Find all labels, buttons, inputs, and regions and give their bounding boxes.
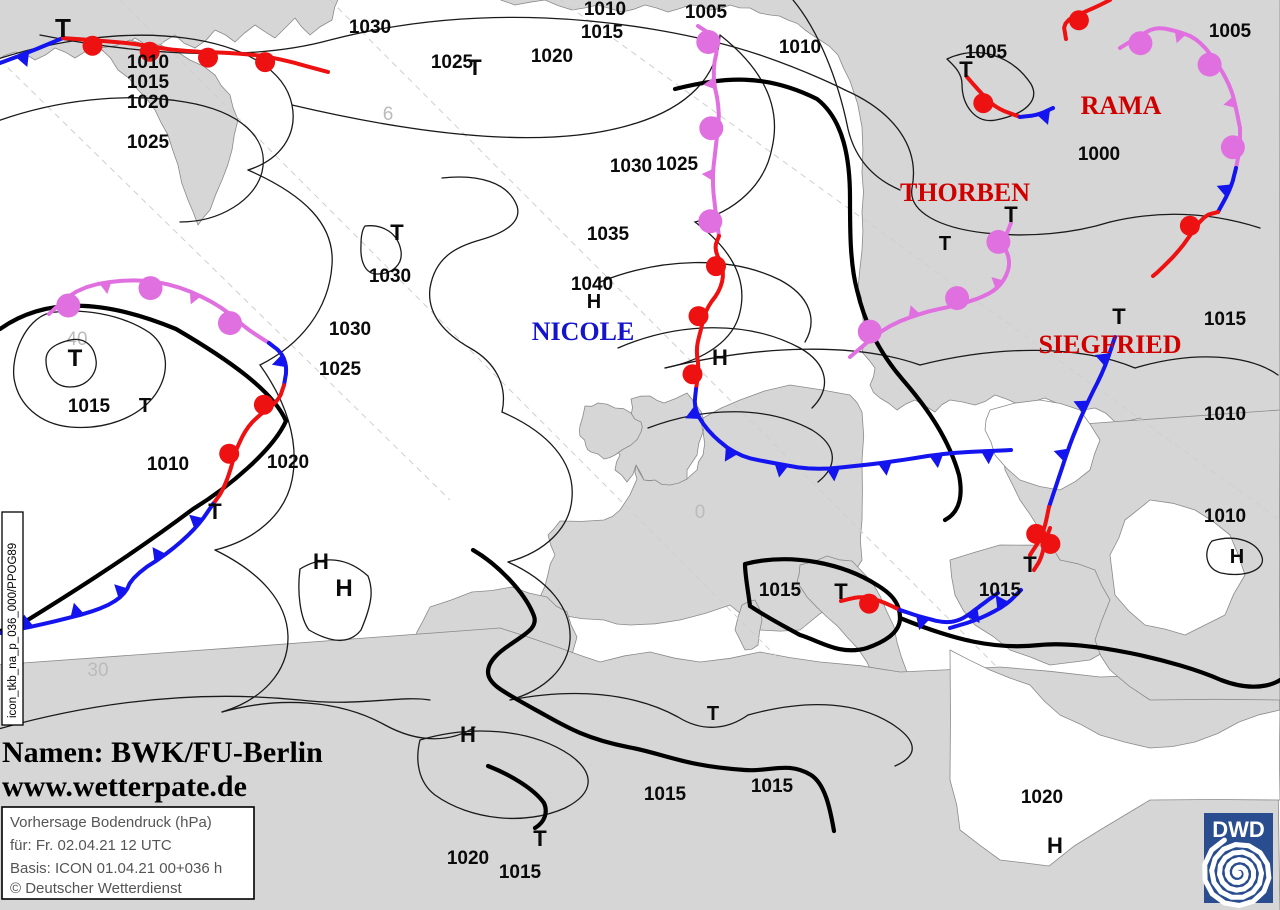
svg-text:1020: 1020 xyxy=(267,452,309,473)
svg-text:1030: 1030 xyxy=(329,319,371,340)
svg-text:SIEGFRIED: SIEGFRIED xyxy=(1038,330,1181,359)
svg-text:H: H xyxy=(335,575,352,602)
svg-text:1015: 1015 xyxy=(499,862,542,883)
svg-text:1025: 1025 xyxy=(319,359,362,380)
svg-text:1030: 1030 xyxy=(349,17,391,38)
svg-text:T: T xyxy=(468,55,482,80)
svg-text:1020: 1020 xyxy=(127,92,169,113)
svg-text:1015: 1015 xyxy=(127,72,170,93)
svg-text:RAMA: RAMA xyxy=(1081,91,1162,120)
svg-text:1010: 1010 xyxy=(147,454,189,475)
svg-text:Namen: BWK/FU-Berlin: Namen: BWK/FU-Berlin xyxy=(2,736,323,769)
svg-text:T: T xyxy=(834,579,848,604)
svg-text:© Deutscher Wetterdienst: © Deutscher Wetterdienst xyxy=(10,880,183,897)
svg-text:H: H xyxy=(313,549,329,574)
svg-text:H: H xyxy=(712,345,728,370)
svg-text:T: T xyxy=(959,57,973,82)
svg-text:T: T xyxy=(1112,304,1126,329)
svg-text:1015: 1015 xyxy=(68,396,111,417)
svg-text:T: T xyxy=(208,499,222,524)
svg-text:1015: 1015 xyxy=(751,776,794,797)
svg-text:1010: 1010 xyxy=(127,52,169,73)
svg-text:T: T xyxy=(707,703,719,725)
svg-text:T: T xyxy=(939,233,951,255)
svg-text:1015: 1015 xyxy=(644,784,687,805)
svg-text:Basis: ICON 01.04.21 00+036 h: Basis: ICON 01.04.21 00+036 h xyxy=(10,860,222,877)
svg-text:Vorhersage Bodendruck (hPa): Vorhersage Bodendruck (hPa) xyxy=(10,814,212,831)
svg-text:icon_tkb_na_p_036_000/PPOG89: icon_tkb_na_p_036_000/PPOG89 xyxy=(7,543,19,718)
svg-text:1015: 1015 xyxy=(1204,309,1247,330)
svg-text:für: Fr. 02.04.21 12 UTC: für: Fr. 02.04.21 12 UTC xyxy=(10,837,172,854)
svg-text:1015: 1015 xyxy=(581,22,624,43)
svg-text:H: H xyxy=(587,291,601,313)
svg-text:1035: 1035 xyxy=(587,224,630,245)
svg-text:H: H xyxy=(1230,546,1244,568)
svg-text:T: T xyxy=(55,13,71,43)
svg-text:H: H xyxy=(460,722,476,747)
svg-text:30: 30 xyxy=(87,660,108,681)
svg-text:T: T xyxy=(68,345,83,372)
svg-text:T: T xyxy=(139,395,151,417)
svg-text:1015: 1015 xyxy=(759,580,802,601)
svg-text:1025: 1025 xyxy=(656,154,699,175)
svg-text:1025: 1025 xyxy=(431,52,474,73)
svg-text:1020: 1020 xyxy=(531,46,573,67)
svg-text:T: T xyxy=(1023,552,1037,577)
svg-text:0: 0 xyxy=(695,502,706,523)
svg-text:T: T xyxy=(390,220,404,245)
svg-text:1010: 1010 xyxy=(584,0,626,20)
svg-text:1005: 1005 xyxy=(685,2,728,23)
svg-text:6: 6 xyxy=(383,104,394,125)
svg-text:1020: 1020 xyxy=(447,848,489,869)
svg-text:H: H xyxy=(1047,833,1063,858)
svg-text:THORBEN: THORBEN xyxy=(900,178,1030,207)
svg-text:1000: 1000 xyxy=(1078,144,1120,165)
svg-text:1020: 1020 xyxy=(1021,787,1063,808)
svg-text:www.wetterpate.de: www.wetterpate.de xyxy=(2,770,247,803)
svg-text:1010: 1010 xyxy=(1204,404,1246,425)
svg-text:1015: 1015 xyxy=(979,580,1022,601)
svg-text:1010: 1010 xyxy=(779,37,821,58)
svg-text:DWD: DWD xyxy=(1212,817,1265,842)
svg-text:1010: 1010 xyxy=(1204,506,1246,527)
svg-text:1005: 1005 xyxy=(1209,21,1252,42)
svg-text:T: T xyxy=(533,826,547,851)
svg-text:1025: 1025 xyxy=(127,132,170,153)
svg-text:NICOLE: NICOLE xyxy=(532,317,635,346)
svg-text:1030: 1030 xyxy=(610,156,652,177)
svg-text:1030: 1030 xyxy=(369,266,411,287)
